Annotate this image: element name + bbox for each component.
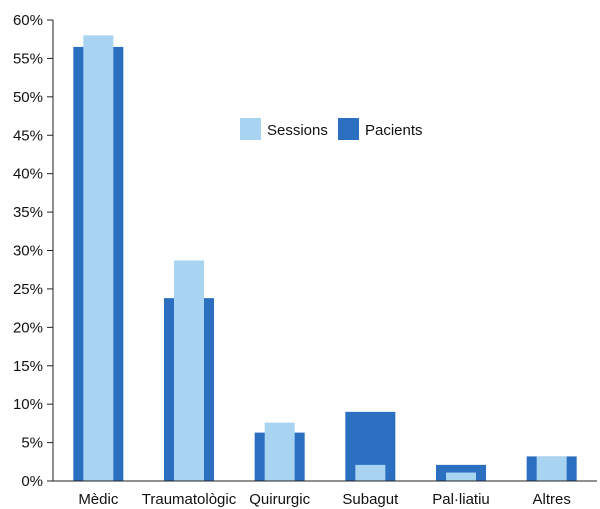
legend-label-pacients: Pacients bbox=[365, 122, 423, 139]
y-tick-label: 60% bbox=[13, 12, 43, 29]
bar-sessions bbox=[264, 422, 295, 481]
y-tick-label: 15% bbox=[13, 358, 43, 375]
y-tick-label: 20% bbox=[13, 319, 43, 336]
x-category-label: Traumatològic bbox=[142, 491, 237, 508]
y-tick-label: 40% bbox=[13, 166, 43, 183]
y-tick-label: 30% bbox=[13, 243, 43, 260]
bar-sessions bbox=[446, 472, 476, 481]
bar-sessions bbox=[536, 456, 567, 481]
legend-swatch-pacients bbox=[338, 118, 359, 140]
y-axis: 0% 5% 10% 15% 20% 25% 30% 35% 40% 45% 50% 55% 60% bbox=[13, 12, 54, 490]
y-tick-label: 35% bbox=[13, 204, 43, 221]
x-category-label: Quirurgic bbox=[249, 491, 310, 508]
y-tick-label: 50% bbox=[13, 89, 43, 106]
x-category-label: Mèdic bbox=[78, 491, 119, 508]
legend-swatch-sessions bbox=[240, 118, 261, 140]
x-axis: Mèdic Traumatològic Quirurgic Subagut Pal·li… bbox=[53, 480, 597, 508]
y-tick-label: 5% bbox=[21, 435, 43, 452]
bar-sessions bbox=[174, 260, 204, 481]
y-tick-label: 10% bbox=[13, 396, 43, 413]
legend: Sessions Pacients bbox=[240, 118, 423, 140]
y-tick-label: 25% bbox=[13, 281, 43, 298]
legend-label-sessions: Sessions bbox=[267, 122, 328, 139]
bar-sessions bbox=[83, 35, 114, 481]
x-category-label: Subagut bbox=[342, 491, 399, 508]
bars bbox=[73, 35, 577, 482]
x-category-label: Pal·liatiu bbox=[432, 491, 490, 508]
y-tick-label: 45% bbox=[13, 127, 43, 144]
y-tick-label: 0% bbox=[21, 473, 43, 490]
bar-sessions bbox=[355, 464, 386, 481]
y-tick-label: 55% bbox=[13, 50, 43, 67]
x-category-label: Altres bbox=[532, 491, 570, 508]
